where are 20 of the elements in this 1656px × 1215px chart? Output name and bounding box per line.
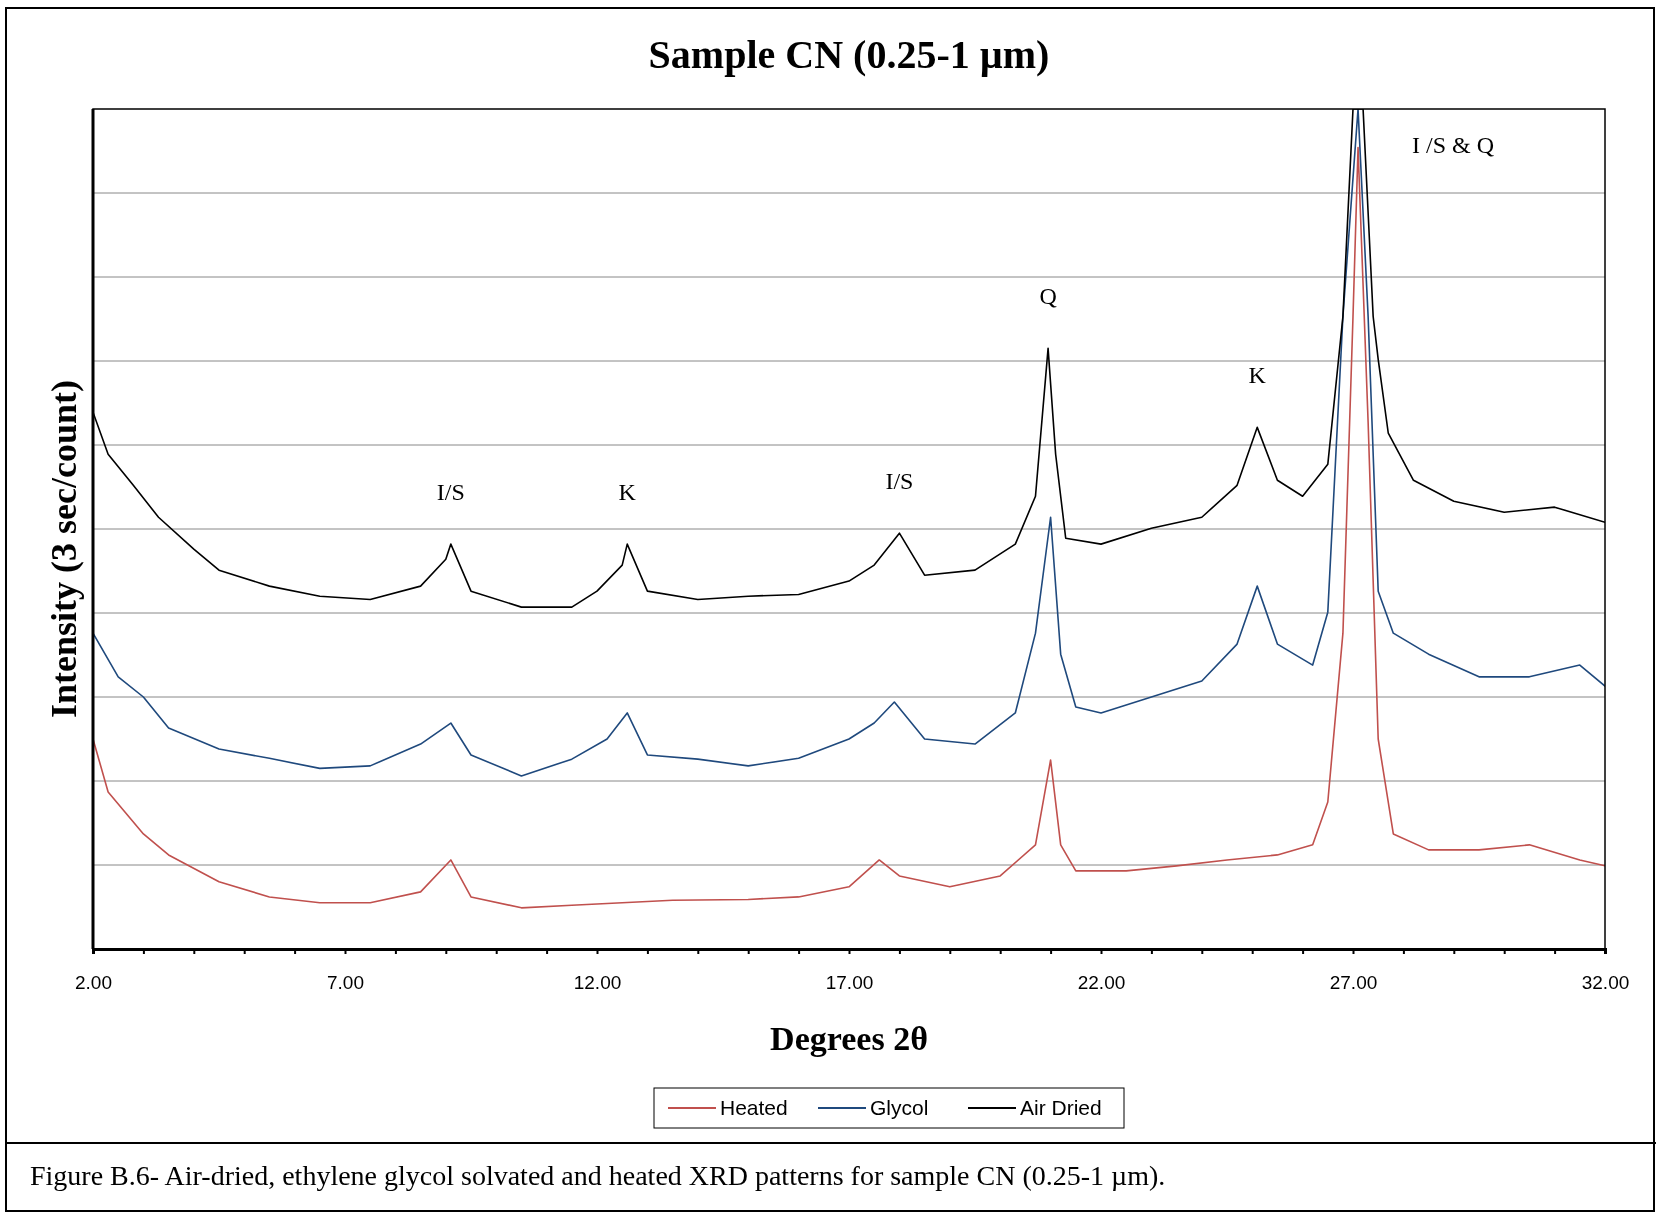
chart-title: Sample CN (0.25-1 µm) (648, 32, 1050, 77)
annotation: I/S (436, 478, 465, 505)
annotation: I/S (885, 467, 914, 494)
x-tick-label: 32.00 (1581, 972, 1630, 994)
x-tick-label: 22.00 (1077, 972, 1126, 994)
legend-label: Air Dried (1020, 1096, 1102, 1119)
annotation: K (1248, 361, 1267, 388)
x-tick-label: 17.00 (825, 972, 874, 994)
legend-label: Heated (720, 1096, 788, 1119)
x-tick-label: 7.00 (327, 972, 364, 994)
x-tick-label: 12.00 (573, 972, 622, 994)
text: Figure B.6- Air-dried, ethylene glycol solvated and heated XRD patterns for sample CN (0.25-1 µm). (30, 1160, 1166, 1191)
x-tick-label: 2.00 (75, 972, 112, 994)
x-tick-label: 27.00 (1329, 972, 1378, 994)
x-axis-title: Degrees 2θ (770, 1020, 928, 1057)
y-axis-title: Intensity (3 sec/count) (44, 380, 84, 718)
annotation: I /S & Q (1412, 132, 1495, 159)
annotation: Q (1039, 282, 1057, 309)
annotation: K (618, 478, 637, 505)
legend-label: Glycol (870, 1096, 929, 1119)
